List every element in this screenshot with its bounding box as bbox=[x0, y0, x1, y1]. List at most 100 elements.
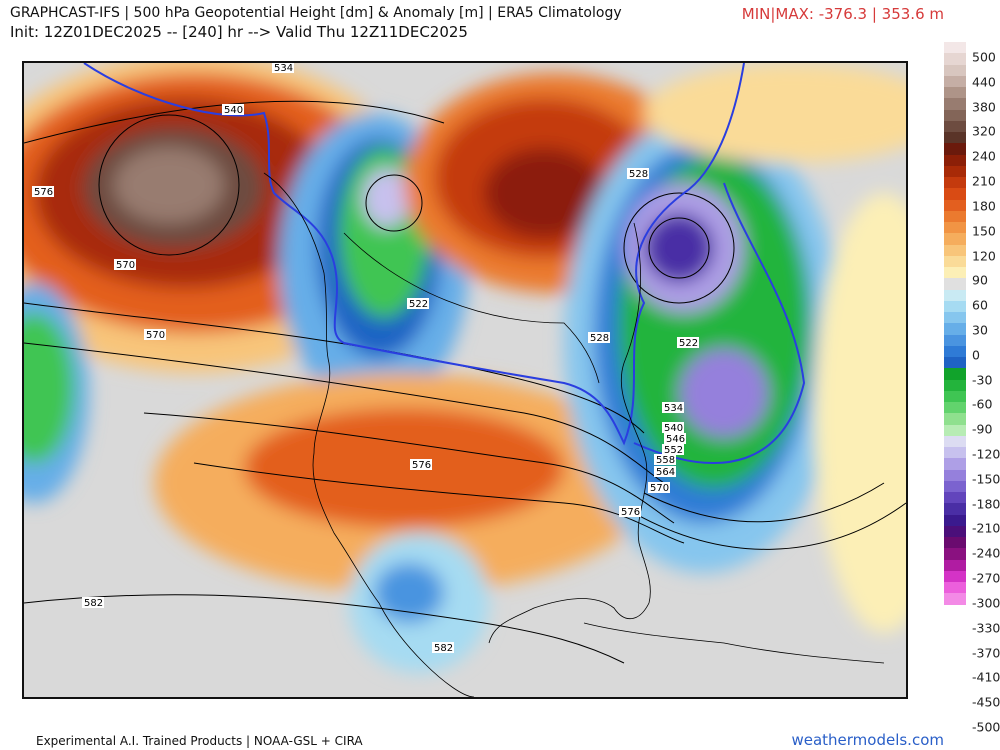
contour-label: 546 bbox=[666, 434, 685, 445]
colorbar-swatch bbox=[944, 154, 966, 166]
contour-label: 582 bbox=[434, 643, 453, 654]
colorbar-tick-label: -180 bbox=[972, 496, 1000, 512]
product-credit: Experimental A.I. Trained Products | NOA… bbox=[36, 734, 363, 748]
contour-label: 582 bbox=[84, 598, 103, 609]
caribbean-islands bbox=[583, 622, 885, 664]
colorbar-swatch bbox=[944, 199, 966, 211]
height-contour bbox=[193, 462, 685, 544]
colorbar-swatch bbox=[944, 120, 966, 132]
colorbar-swatch bbox=[944, 289, 966, 301]
colorbar-swatch bbox=[944, 87, 966, 99]
colorbar-tick-label: 90 bbox=[972, 272, 988, 288]
colorbar-tick-label: 320 bbox=[972, 123, 996, 139]
anomaly-region bbox=[24, 313, 74, 463]
anomaly-region bbox=[244, 408, 564, 528]
contour-label: 564 bbox=[656, 467, 675, 478]
contour-label-bg bbox=[662, 422, 684, 433]
contour-label-bg bbox=[588, 332, 610, 343]
contour-label-bg bbox=[432, 642, 454, 653]
contour-label-bg bbox=[662, 402, 684, 413]
colorbar-swatch bbox=[944, 323, 966, 335]
colorbar-tick-label: -450 bbox=[972, 694, 1000, 710]
coastlines bbox=[263, 172, 885, 697]
colorbar-tick-label: -370 bbox=[972, 645, 1000, 661]
colorbar-swatch bbox=[944, 492, 966, 504]
colorbar-swatch bbox=[944, 390, 966, 402]
colorbar-tick-label: -270 bbox=[972, 570, 1000, 586]
contour-label: 540 bbox=[224, 105, 243, 116]
contour-label-bg bbox=[410, 459, 432, 470]
contour-540-line bbox=[633, 182, 806, 464]
contour-label-bg bbox=[664, 433, 686, 444]
colorbar-swatch bbox=[944, 469, 966, 481]
contour-label-bg bbox=[619, 506, 641, 517]
colorbar-tick-label: 150 bbox=[972, 223, 996, 239]
contour-label: 534 bbox=[274, 63, 293, 74]
height-contour bbox=[143, 412, 675, 524]
height-contour bbox=[623, 192, 735, 304]
contour-label-bg bbox=[654, 454, 676, 465]
anomaly-region bbox=[644, 213, 714, 283]
contour-540-line bbox=[83, 63, 745, 446]
contour-label: 528 bbox=[590, 333, 609, 344]
colorbar-tick-label: -300 bbox=[972, 595, 1000, 611]
colorbar-swatch bbox=[944, 413, 966, 425]
height-contour bbox=[24, 594, 625, 664]
colorbar-swatch bbox=[944, 300, 966, 312]
contour-label: 570 bbox=[146, 330, 165, 341]
contour-label: 534 bbox=[664, 403, 683, 414]
contour-label-bg bbox=[654, 466, 676, 477]
colorbar-tick-label: 60 bbox=[972, 297, 988, 313]
colorbar-swatch bbox=[944, 357, 966, 369]
colorbar-tick-label: -210 bbox=[972, 520, 1000, 536]
colorbar-swatch bbox=[944, 503, 966, 515]
colorbar-tick-label: 180 bbox=[972, 198, 996, 214]
west-coastline bbox=[263, 172, 475, 697]
contour-label-bg bbox=[407, 298, 429, 309]
contour-label: 528 bbox=[629, 169, 648, 180]
colorbar-swatch bbox=[944, 312, 966, 324]
height-contour bbox=[24, 100, 445, 144]
contour-label-bg bbox=[627, 168, 649, 179]
colorbar-tick-label: 500 bbox=[972, 49, 996, 65]
colorbar-swatch bbox=[944, 210, 966, 222]
hudson-bay-outline bbox=[343, 232, 600, 384]
anomaly-map[interactable]: 534 540 576 570 570 522 528 528 522 534 540 546 552 5… bbox=[22, 61, 908, 699]
colorbar-tick-label: -500 bbox=[972, 719, 1000, 735]
contour-label: 522 bbox=[679, 338, 698, 349]
contour-label-bg bbox=[648, 482, 670, 493]
colorbar-swatch bbox=[944, 458, 966, 470]
colorbar-tick-label: -330 bbox=[972, 620, 1000, 636]
colorbar-swatch bbox=[944, 447, 966, 459]
colorbar-swatch bbox=[944, 334, 966, 346]
contour-label-bg bbox=[32, 186, 54, 197]
anomaly-field bbox=[24, 63, 906, 673]
colorbar-swatch bbox=[944, 177, 966, 189]
colorbar-swatch bbox=[944, 255, 966, 267]
colorbar-tick-label: 120 bbox=[972, 248, 996, 264]
contour-label: 522 bbox=[409, 299, 428, 310]
colorbar-swatch bbox=[944, 593, 966, 605]
height-contour bbox=[24, 342, 665, 484]
contour-label: 576 bbox=[412, 460, 431, 471]
colorbar-swatch bbox=[944, 109, 966, 121]
colorbar-tick-label: -120 bbox=[972, 446, 1000, 462]
contour-label-bg bbox=[82, 597, 104, 608]
colorbar-tick-label: 30 bbox=[972, 322, 988, 338]
colorbar-tick-label: 0 bbox=[972, 347, 980, 363]
colorbar-swatch bbox=[944, 435, 966, 447]
contour-label-bg bbox=[662, 444, 684, 455]
colorbar-swatch bbox=[944, 75, 966, 87]
colorbar-swatch bbox=[944, 559, 966, 571]
anomaly-region bbox=[374, 563, 444, 623]
colorbar-swatch bbox=[944, 548, 966, 560]
valid-time-subtitle: Init: 12Z01DEC2025 -- [240] hr --> Valid… bbox=[10, 23, 468, 41]
colorbar-swatch bbox=[944, 525, 966, 537]
colorbar-tick-label: -90 bbox=[972, 421, 993, 437]
contour-label-bg bbox=[677, 337, 699, 348]
colorbar-swatch bbox=[944, 267, 966, 279]
site-link[interactable]: weathermodels.com bbox=[791, 731, 944, 749]
colorbar-tick-label: -410 bbox=[972, 669, 1000, 685]
